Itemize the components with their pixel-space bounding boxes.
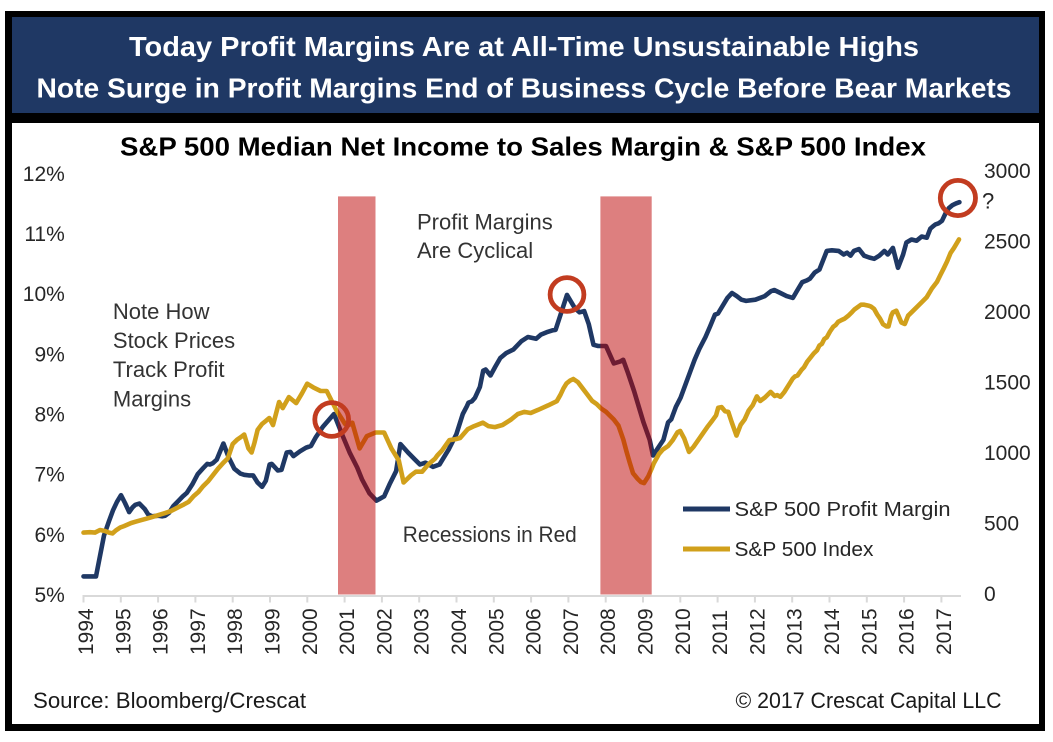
svg-text:2000: 2000 — [299, 608, 322, 655]
svg-text:5%: 5% — [34, 584, 64, 607]
svg-text:2014: 2014 — [821, 608, 844, 655]
svg-text:2015: 2015 — [858, 608, 881, 655]
svg-text:2009: 2009 — [635, 608, 658, 655]
svg-text:2008: 2008 — [597, 608, 620, 655]
svg-text:11%: 11% — [24, 223, 64, 246]
svg-text:9%: 9% — [34, 343, 64, 366]
svg-text:2003: 2003 — [411, 608, 434, 655]
svg-text:2012: 2012 — [746, 608, 769, 655]
svg-text:500: 500 — [984, 513, 1019, 536]
svg-text:2011: 2011 — [709, 610, 732, 655]
svg-text:S&P 500 Median Net Income to S: S&P 500 Median Net Income to Sales Margi… — [120, 132, 927, 162]
svg-text:2002: 2002 — [373, 608, 396, 655]
svg-text:2000: 2000 — [984, 301, 1031, 324]
svg-text:Recessions in Red: Recessions in Red — [403, 522, 577, 547]
svg-text:S&P 500 Index: S&P 500 Index — [735, 539, 874, 561]
svg-text:Stock Prices: Stock Prices — [113, 328, 235, 353]
svg-text:1996: 1996 — [150, 608, 173, 655]
svg-text:2006: 2006 — [523, 608, 546, 655]
svg-text:12%: 12% — [23, 163, 65, 186]
svg-text:Note How: Note How — [113, 299, 210, 324]
svg-text:1994: 1994 — [75, 608, 98, 655]
svg-text:2005: 2005 — [485, 608, 508, 655]
svg-text:1000: 1000 — [984, 442, 1031, 465]
svg-text:7%: 7% — [34, 464, 64, 487]
svg-text:Are Cyclical: Are Cyclical — [417, 238, 533, 263]
svg-text:2500: 2500 — [984, 231, 1031, 254]
svg-text:8%: 8% — [34, 404, 64, 427]
svg-text:Source: Bloomberg/Crescat: Source: Bloomberg/Crescat — [33, 688, 306, 713]
svg-text:1997: 1997 — [187, 608, 210, 655]
svg-text:2013: 2013 — [784, 608, 807, 655]
svg-text:© 2017 Crescat Capital LLC: © 2017 Crescat Capital LLC — [736, 688, 1002, 713]
svg-text:10%: 10% — [23, 283, 65, 306]
svg-text:2007: 2007 — [560, 608, 583, 655]
svg-text:1500: 1500 — [984, 372, 1031, 395]
svg-text:6%: 6% — [34, 524, 64, 547]
svg-text:1995: 1995 — [112, 608, 135, 655]
svg-text:?: ? — [982, 189, 994, 214]
svg-text:2010: 2010 — [672, 608, 695, 655]
svg-text:2004: 2004 — [448, 608, 471, 655]
svg-text:0: 0 — [984, 583, 996, 606]
svg-text:2017: 2017 — [933, 608, 956, 655]
svg-text:1998: 1998 — [224, 608, 247, 655]
svg-text:S&P 500 Profit Margin: S&P 500 Profit Margin — [735, 499, 951, 521]
svg-text:Margins: Margins — [113, 386, 191, 411]
svg-text:2001: 2001 — [336, 608, 359, 655]
svg-text:Today Profit Margins Are at Al: Today Profit Margins Are at All-Time Uns… — [129, 31, 919, 62]
svg-text:1999: 1999 — [262, 608, 285, 655]
svg-text:Note Surge in Profit Margins E: Note Surge in Profit Margins End of Busi… — [37, 73, 1012, 104]
svg-text:2016: 2016 — [896, 608, 919, 655]
svg-text:3000: 3000 — [984, 160, 1031, 183]
svg-text:Track Profit: Track Profit — [113, 357, 225, 382]
svg-text:Profit Margins: Profit Margins — [417, 209, 553, 234]
